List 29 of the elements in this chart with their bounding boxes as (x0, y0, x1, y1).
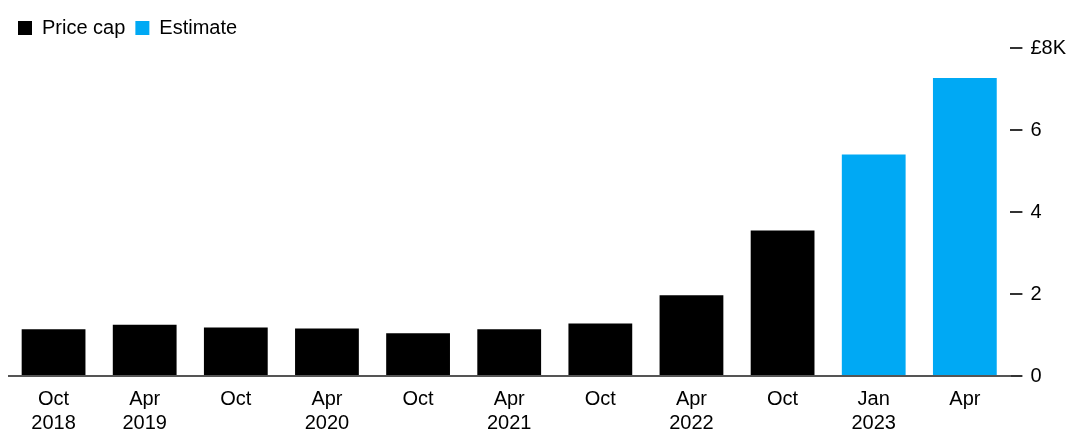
x-tick-label: Apr 2021 (486, 386, 532, 433)
x-tick-label: Jan 2023 (851, 386, 896, 433)
legend-label: Price cap (42, 15, 126, 38)
x-tick-label: Oct (220, 386, 252, 409)
bar (203, 327, 268, 375)
x-tick-label: Oct 2018 (31, 386, 76, 433)
bar (568, 323, 633, 375)
x-tick-label: Apr 2022 (669, 386, 714, 433)
y-tick-label: £8K (1030, 35, 1067, 58)
bar (750, 230, 815, 375)
bar (386, 333, 450, 375)
bar (112, 324, 177, 375)
bar (659, 295, 724, 375)
x-tick-label: Oct (402, 386, 435, 409)
legend-label: Estimate (159, 15, 238, 38)
x-tick-label: Oct (767, 386, 799, 409)
x-tick-label: Apr 2020 (304, 386, 350, 433)
y-tick-label: 6 (1030, 117, 1042, 140)
bar (295, 328, 359, 375)
x-tick-label: Oct (584, 386, 617, 409)
bar (477, 329, 542, 375)
y-tick-label: 4 (1030, 199, 1042, 222)
bar (841, 154, 906, 375)
x-tick-label: Apr (949, 386, 981, 409)
y-tick-label: 0 (1030, 363, 1042, 386)
y-tick-label: 2 (1030, 281, 1042, 304)
bar (932, 77, 997, 375)
x-tick-label: Apr 2019 (122, 386, 167, 433)
bar (21, 329, 86, 375)
